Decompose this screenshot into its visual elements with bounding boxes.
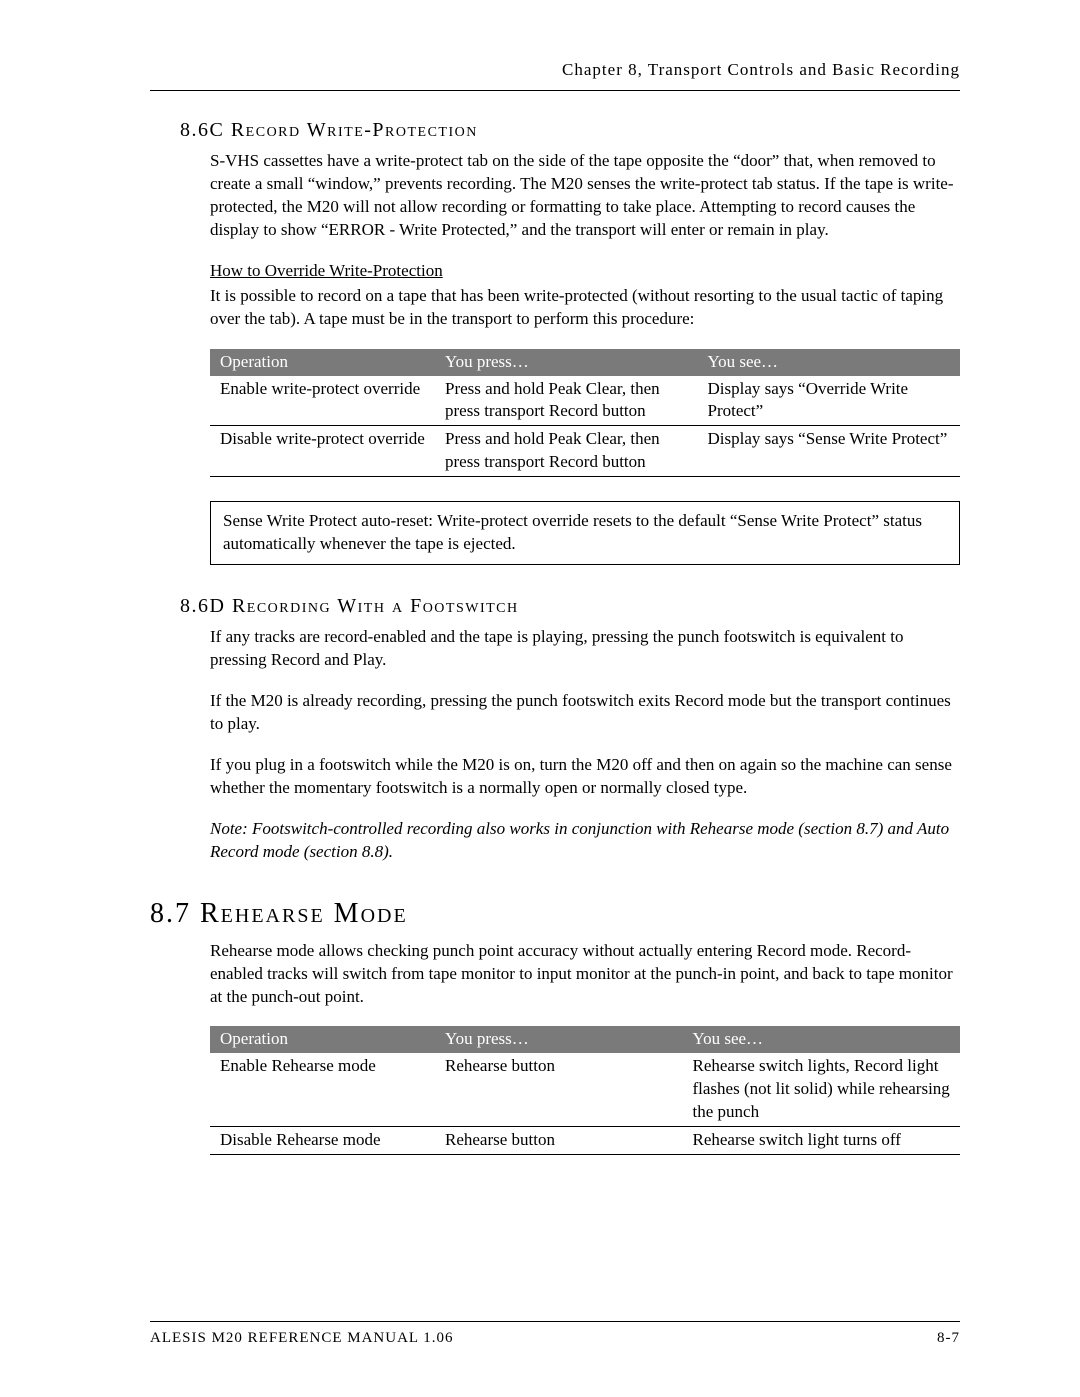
heading-87: 8.7 Rehearse Mode [150,898,960,930]
table-row: Disable write-protect override Press and… [210,426,960,477]
body-86c: S-VHS cassettes have a write-protect tab… [210,150,960,565]
td: Enable write-protect override [210,376,435,426]
note-box-86c: Sense Write Protect auto-reset: Write-pr… [210,501,960,565]
th-you-press: You press… [435,349,698,376]
heading-86d: 8.6D Recording With a Footswitch [180,595,960,618]
td: Rehearse switch lights, Record light fla… [683,1053,961,1126]
para-86d-1: If any tracks are record-enabled and the… [210,626,960,672]
body-87: Rehearse mode allows checking punch poin… [210,940,960,1156]
th-operation: Operation [210,1026,435,1053]
th-you-press: You press… [435,1026,683,1053]
td: Press and hold Peak Clear, then press tr… [435,376,698,426]
table-row: Enable write-protect override Press and … [210,376,960,426]
body-86d: If any tracks are record-enabled and the… [210,626,960,864]
footer-right: 8-7 [937,1330,960,1347]
para-86c-howto: It is possible to record on a tape that … [210,285,960,331]
para-86d-note: Note: Footswitch-controlled recording al… [210,818,960,864]
table-86c: Operation You press… You see… Enable wri… [210,349,960,478]
th-operation: Operation [210,349,435,376]
td: Rehearse button [435,1053,683,1126]
para-86d-2: If the M20 is already recording, pressin… [210,690,960,736]
td: Disable Rehearse mode [210,1127,435,1155]
heading-86c: 8.6C Record Write-Protection [180,119,960,142]
td: Display says “Sense Write Protect” [698,426,961,477]
th-you-see: You see… [698,349,961,376]
td: Rehearse button [435,1127,683,1155]
td: Enable Rehearse mode [210,1053,435,1126]
para-86c-1: S-VHS cassettes have a write-protect tab… [210,150,960,242]
howto-heading: How to Override Write-Protection [210,261,443,280]
footer-left: ALESIS M20 REFERENCE MANUAL 1.06 [150,1330,454,1347]
table-87: Operation You press… You see… Enable Reh… [210,1026,960,1155]
table-header-row: Operation You press… You see… [210,1026,960,1053]
table-row: Disable Rehearse mode Rehearse button Re… [210,1127,960,1155]
note-text: Sense Write Protect auto-reset: Write-pr… [223,511,922,553]
para-86d-3: If you plug in a footswitch while the M2… [210,754,960,800]
page-header: Chapter 8, Transport Controls and Basic … [150,60,960,91]
td: Press and hold Peak Clear, then press tr… [435,426,698,477]
td: Disable write-protect override [210,426,435,477]
table-row: Enable Rehearse mode Rehearse button Reh… [210,1053,960,1126]
th-you-see: You see… [683,1026,961,1053]
para-87-1: Rehearse mode allows checking punch poin… [210,940,960,1009]
td: Display says “Override Write Protect” [698,376,961,426]
page-footer: ALESIS M20 REFERENCE MANUAL 1.06 8-7 [150,1321,960,1347]
table-header-row: Operation You press… You see… [210,349,960,376]
td: Rehearse switch light turns off [683,1127,961,1155]
